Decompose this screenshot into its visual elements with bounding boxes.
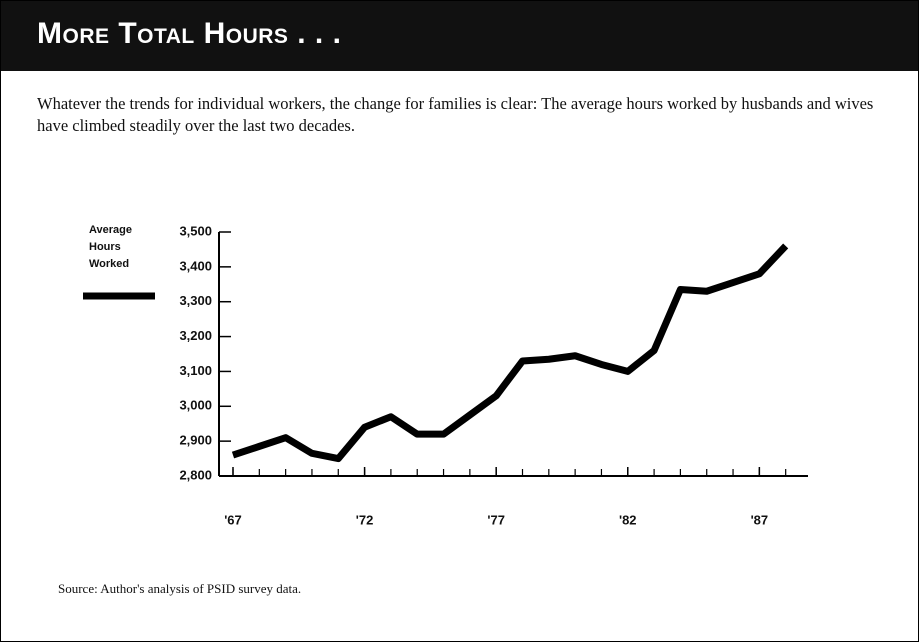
y-axis-label: Hours [89,241,121,253]
subtitle: Whatever the trends for individual worke… [37,94,874,135]
x-tick-label: '82 [619,512,637,527]
y-tick-label: 2,800 [179,467,212,482]
y-tick-label: 3,100 [179,363,212,378]
header: More Total Hours . . . [1,1,918,71]
data-line [231,243,789,463]
y-tick-label: 3,200 [179,328,212,343]
y-axis-label: Average [89,224,132,236]
x-tick-label: '87 [751,512,769,527]
y-tick-label: 3,400 [179,258,212,273]
chart-title: More Total Hours . . . [37,17,342,50]
y-tick-label: 3,500 [179,223,212,238]
x-tick-label: '72 [356,512,374,527]
y-tick-label: 3,300 [179,293,212,308]
y-tick-label: 3,000 [179,398,212,413]
x-tick-label: '67 [224,512,242,527]
x-tick-label: '77 [487,512,505,527]
y-axis-label: Worked [89,258,129,270]
source: Source: Author's analysis of PSID survey… [58,581,302,596]
y-tick-label: 2,900 [179,433,212,448]
